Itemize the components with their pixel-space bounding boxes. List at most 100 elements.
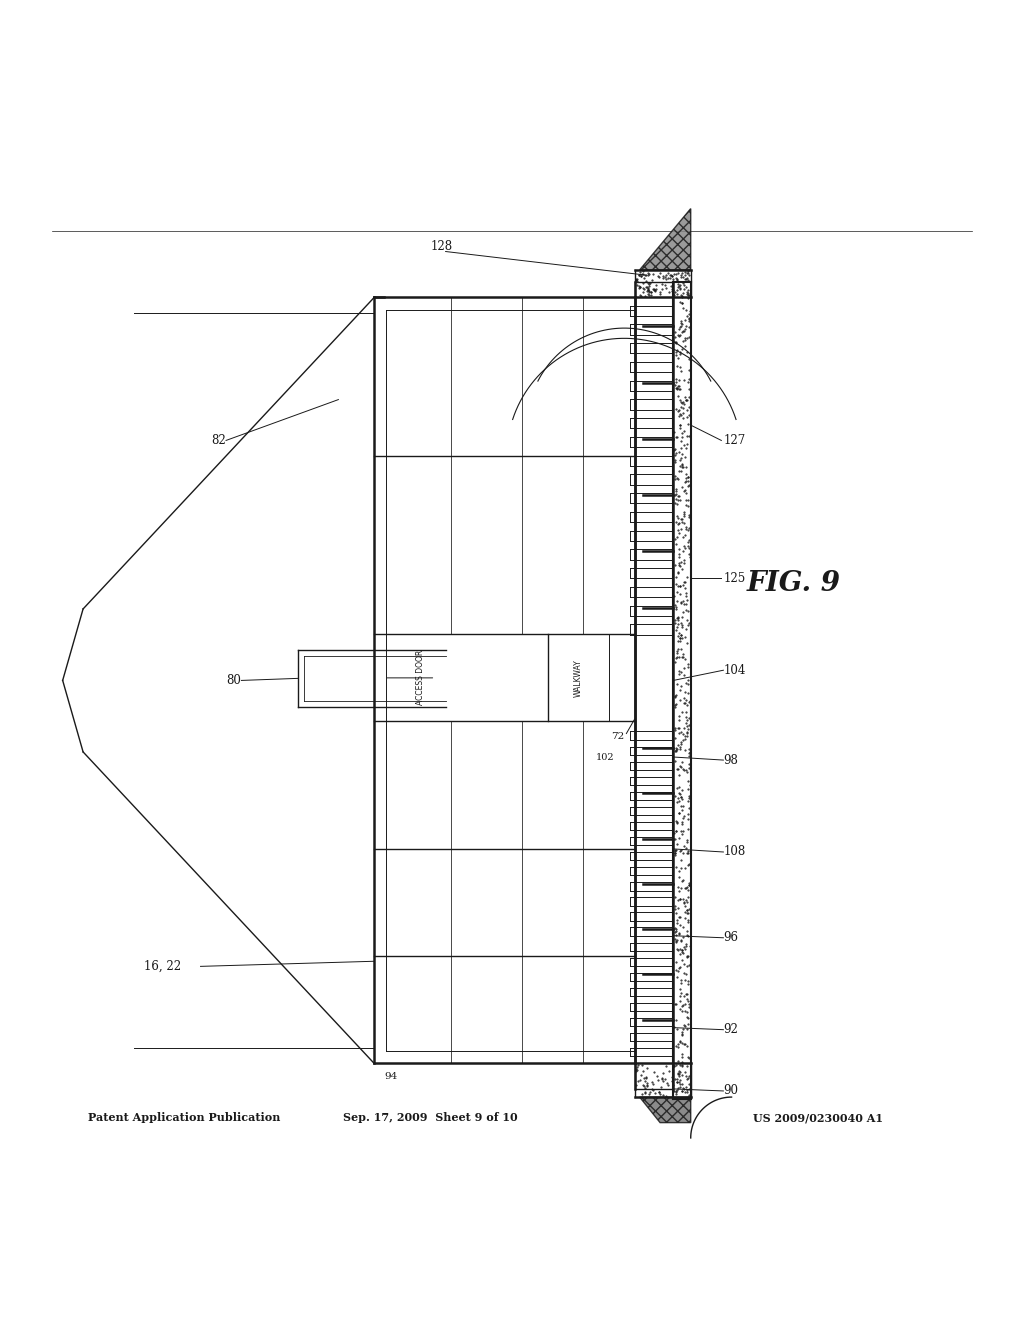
Point [668,399,684,420]
Point [674,444,690,465]
Point [634,1060,650,1081]
Point [645,264,662,285]
Point [671,764,687,785]
Point [671,861,687,882]
Point [672,689,688,710]
Point [646,280,663,301]
Point [668,426,684,447]
Point [672,630,688,651]
Point [680,925,696,946]
Point [670,735,686,756]
Point [674,813,690,834]
Point [647,281,664,302]
Point [668,857,684,878]
Point [672,841,688,862]
Point [675,888,691,909]
Point [668,268,684,289]
Point [676,275,692,296]
Point [628,269,644,290]
Point [672,1073,688,1094]
Point [647,275,664,296]
Point [677,969,693,990]
Point [674,1081,690,1102]
Point [637,1078,653,1100]
Point [668,566,684,587]
Point [671,405,687,426]
Point [670,718,686,739]
Point [669,333,685,354]
Point [674,1056,690,1077]
Point [679,891,695,912]
Point [680,880,696,902]
Point [673,982,689,1003]
Point [669,645,685,667]
Point [667,326,683,347]
Point [670,490,686,511]
Point [675,540,691,561]
Point [675,527,691,548]
Point [672,803,688,824]
Text: FIG. 9: FIG. 9 [746,570,841,597]
Point [667,612,683,634]
Point [646,279,663,300]
Point [669,813,685,834]
Point [676,502,692,523]
Point [628,1059,644,1080]
Point [672,978,688,999]
Point [666,1055,682,1076]
Point [679,305,695,326]
Point [680,874,696,895]
Point [674,508,690,529]
Point [653,273,670,294]
Point [680,615,696,636]
Point [673,264,689,285]
Point [669,640,685,661]
Point [669,527,685,548]
Point [671,326,687,347]
Point [640,277,656,298]
Point [681,475,697,496]
Point [670,513,686,535]
Point [678,593,694,614]
Point [641,276,657,297]
Point [668,1080,684,1101]
Point [652,281,669,302]
Point [678,1018,694,1039]
Point [665,279,681,300]
Point [679,407,695,428]
Point [676,321,692,342]
Point [681,797,697,818]
Point [674,293,690,314]
Point [674,422,690,444]
Point [657,267,674,288]
Point [679,425,695,446]
Point [671,791,687,812]
Point [674,263,690,284]
Point [680,470,696,491]
Point [667,610,683,631]
Point [673,878,689,899]
Point [675,795,691,816]
Point [678,983,694,1005]
Point [670,576,686,597]
Point [678,713,694,734]
Point [681,788,697,809]
Point [669,339,685,360]
Point [680,973,696,994]
Point [635,281,651,302]
Point [679,903,695,924]
Point [677,693,693,714]
Point [672,576,688,597]
Point [676,572,692,593]
Point [668,741,684,762]
Point [660,1060,677,1081]
Point [673,310,689,331]
Point [665,268,681,289]
Point [681,690,697,711]
Point [667,840,683,861]
Point [676,937,692,958]
Point [681,1073,697,1094]
Point [681,308,697,329]
Point [667,331,683,352]
Point [639,1076,655,1097]
